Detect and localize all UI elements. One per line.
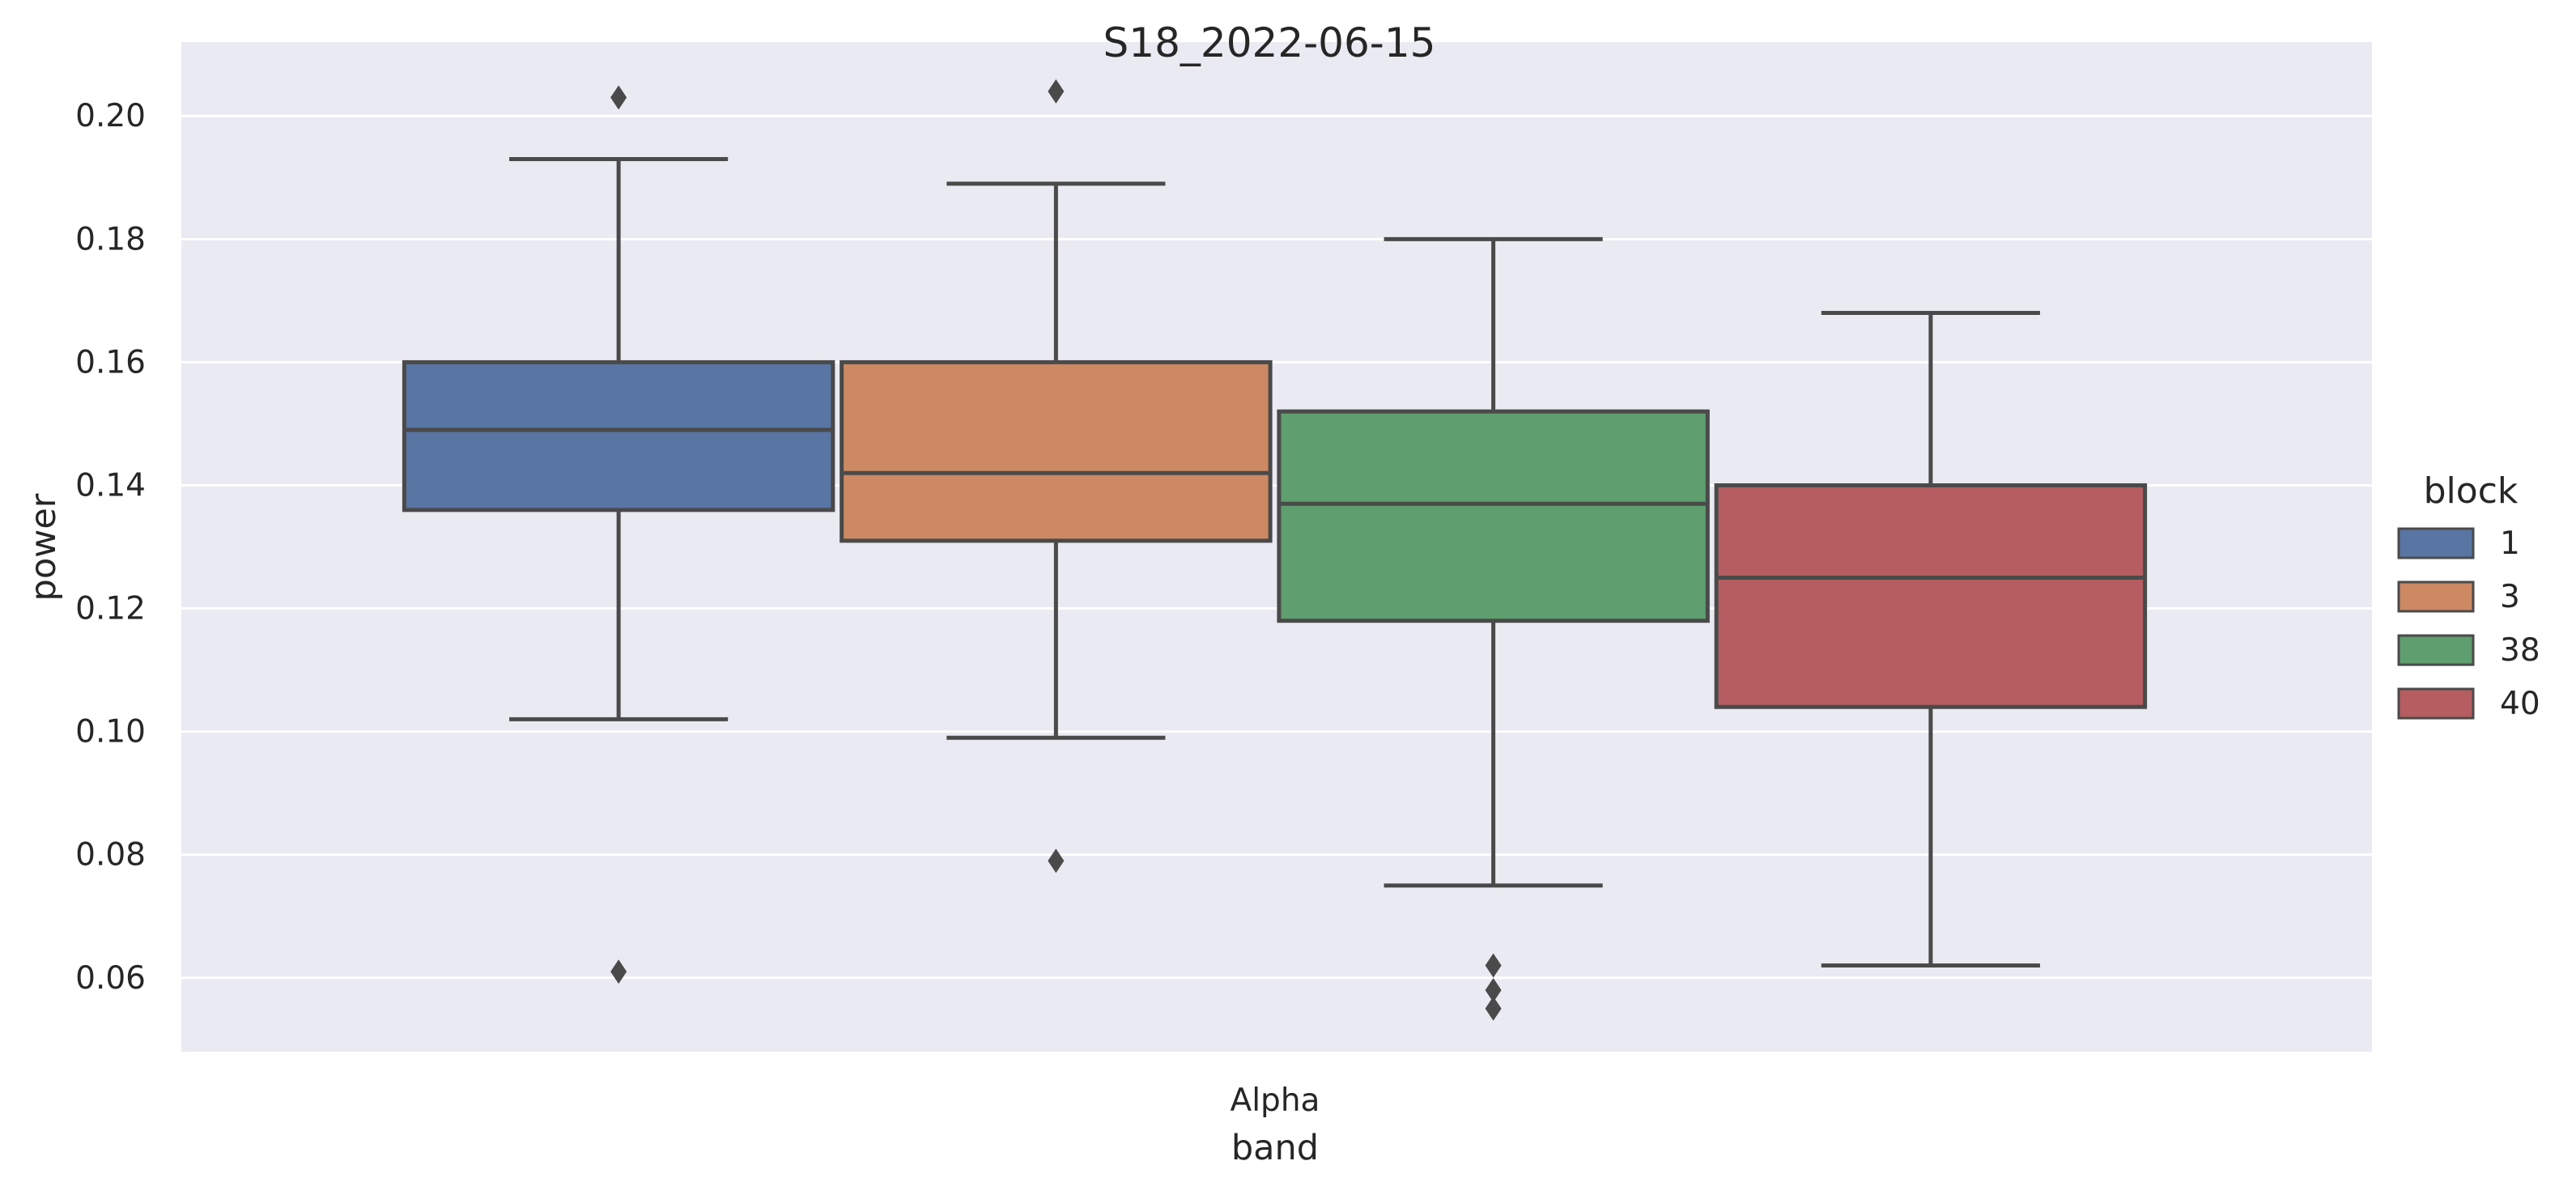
- box-group-38: [1277, 236, 1710, 1021]
- y-tick-label: 0.06: [75, 960, 146, 997]
- legend-swatch: [2397, 580, 2475, 613]
- y-tick-label: 0.20: [75, 98, 146, 134]
- y-tick-label: 0.10: [75, 714, 146, 751]
- box-body: [1277, 409, 1710, 623]
- box-group-40: [1714, 311, 2148, 968]
- grid-lines: [181, 114, 2372, 980]
- y-tick-label: 0.14: [75, 467, 146, 504]
- y-tick-label: 0.08: [75, 837, 146, 874]
- outlier-marker: [1485, 977, 1502, 1002]
- outlier-marker: [610, 959, 627, 984]
- box-body: [402, 359, 835, 512]
- outlier-marker: [1048, 79, 1065, 104]
- box-body: [1714, 483, 2148, 709]
- legend-swatch: [2397, 527, 2475, 559]
- legend-swatch: [2397, 687, 2475, 720]
- outlier-marker: [1485, 996, 1502, 1021]
- y-tick-labels: 0.06 0.08 0.10 0.12 0.14 0.16 0.18 0.20: [75, 98, 146, 997]
- legend-label: 3: [2500, 579, 2520, 615]
- box-group-3: [840, 79, 1273, 874]
- legend-label: 38: [2500, 632, 2540, 669]
- legend-label: 40: [2500, 686, 2540, 722]
- legend-label: 1: [2500, 525, 2520, 562]
- y-tick-label: 0.18: [75, 221, 146, 257]
- chart-title: S18_2022-06-15: [1103, 19, 1436, 66]
- legend-swatch: [2397, 634, 2475, 666]
- y-axis-label: power: [23, 493, 64, 601]
- x-tick-label: Alpha: [1231, 1082, 1320, 1119]
- y-tick-label: 0.16: [75, 344, 146, 381]
- outlier-marker: [610, 85, 627, 110]
- y-tick-label: 0.12: [75, 591, 146, 627]
- legend: block 1 3 38 40: [2397, 470, 2540, 722]
- box-group-1: [402, 85, 835, 984]
- x-axis-label: band: [1231, 1128, 1319, 1168]
- box-series: [402, 79, 2148, 1021]
- outlier-marker: [1048, 848, 1065, 874]
- outlier-marker: [1485, 953, 1502, 978]
- box-body: [840, 359, 1273, 543]
- legend-title: block: [2424, 470, 2519, 512]
